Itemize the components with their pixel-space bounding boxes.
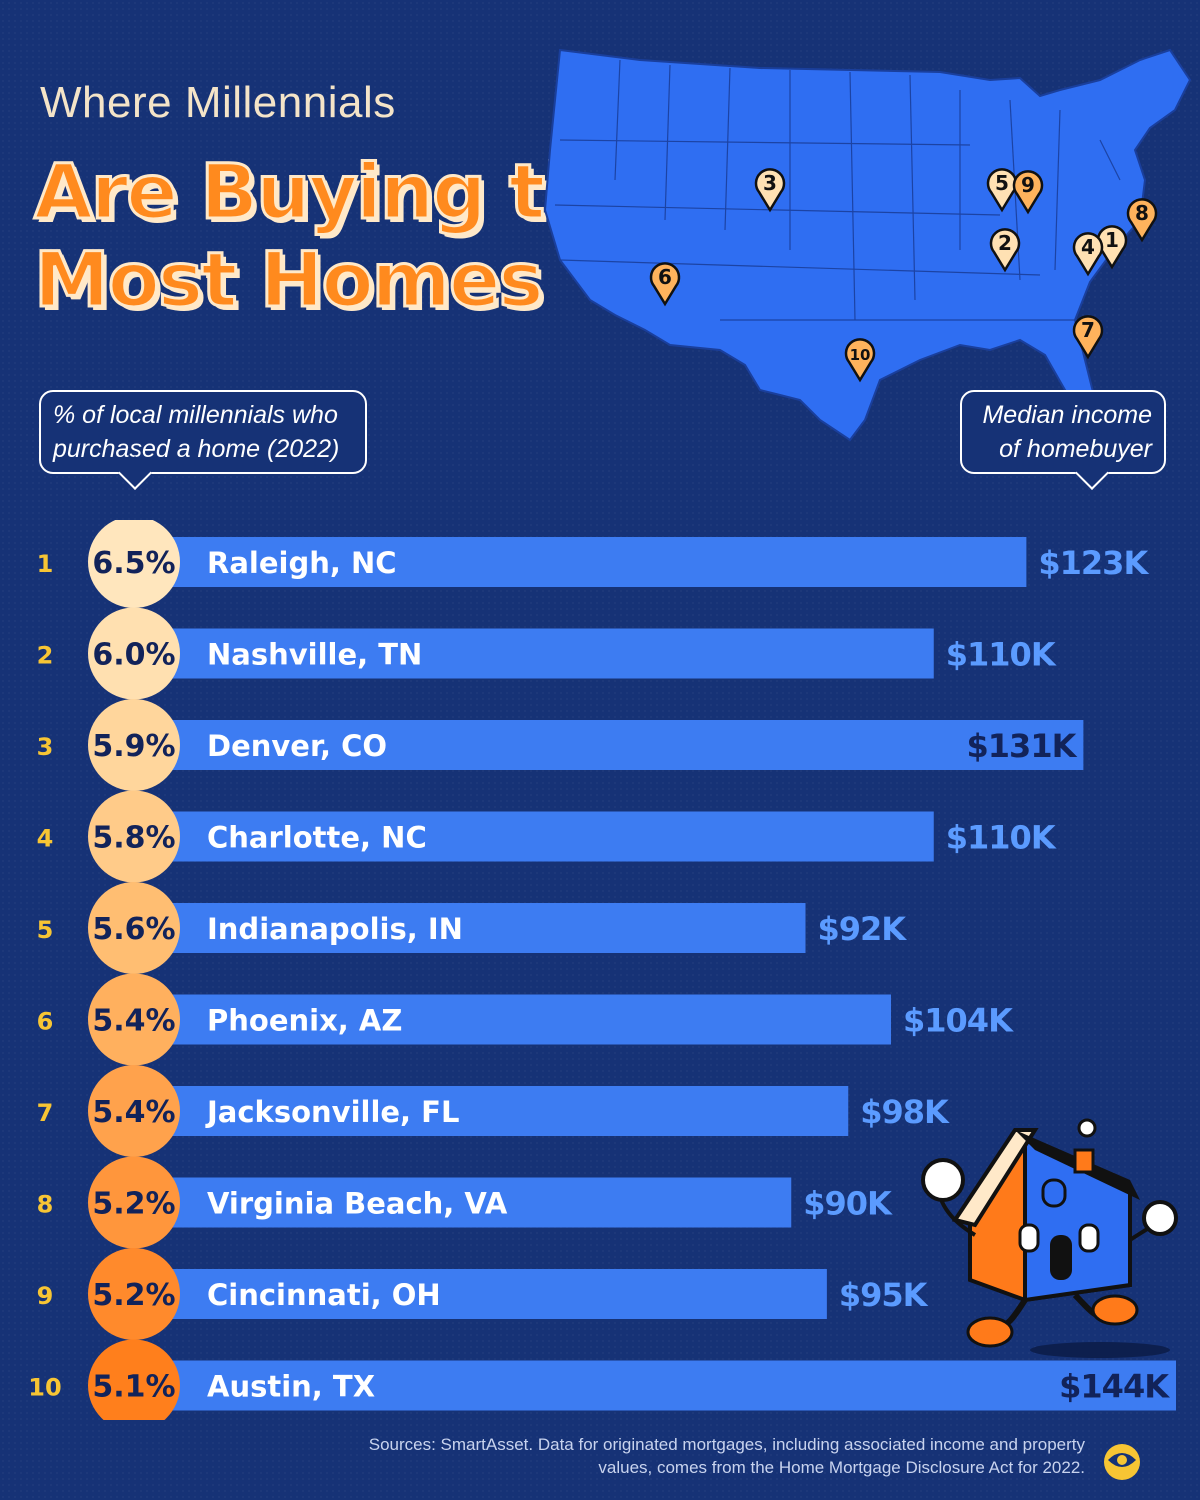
bar: [150, 537, 1027, 587]
bar: [150, 1086, 849, 1136]
bar: [150, 1269, 827, 1319]
percent-label: 5.8%: [92, 821, 175, 856]
map-marker-2: 2: [989, 228, 1021, 273]
income-callout-text: Median income of homebuyer: [982, 401, 1152, 463]
map-marker-4: 4: [1072, 232, 1104, 277]
bar: [150, 1360, 1176, 1411]
map-marker-label: 8: [1135, 201, 1149, 225]
percent-circle: [88, 973, 180, 1066]
rank-label: 8: [37, 1191, 54, 1219]
percent-label: 6.5%: [92, 546, 175, 581]
map-pin-icon: [989, 228, 1021, 273]
map-marker-label: 5: [995, 171, 1009, 195]
map-marker-label: 6: [658, 265, 672, 289]
bar: [150, 994, 891, 1045]
city-label: Virginia Beach, VA: [207, 1187, 508, 1221]
us-map: 1 2 3 4 5 6 7 8 9 10: [543, 48, 1192, 442]
rank-label: 1: [37, 550, 54, 578]
bar: [150, 811, 934, 862]
percent-circle: [88, 1339, 180, 1420]
map-marker-6: 6: [649, 262, 681, 307]
percent-circle: [88, 1065, 180, 1157]
percent-circle: [88, 1248, 180, 1340]
map-marker-label: 3: [763, 171, 777, 195]
bar: [150, 720, 1084, 770]
map-marker-3: 3: [754, 168, 786, 213]
income-callout: Median income of homebuyer: [960, 390, 1166, 490]
map-markers: 1 2 3 4 5 6 7 8 9 10: [649, 168, 1158, 383]
map-marker-10: 10: [844, 338, 876, 383]
percent-label: 5.9%: [92, 729, 175, 764]
rank-label: 7: [37, 1099, 54, 1127]
bar: [150, 628, 934, 679]
chart-subtitle: Where Millennials: [40, 78, 396, 127]
percent-circle: [88, 1156, 180, 1249]
rank-label: 4: [37, 825, 54, 853]
income-label: $131K: [967, 727, 1078, 765]
map-pin-icon: [1072, 315, 1104, 360]
map-marker-label: 7: [1081, 318, 1095, 342]
rank-label: 5: [37, 916, 54, 944]
house-mascot-icon: [921, 1118, 1178, 1358]
percent-circle: [88, 790, 180, 883]
rank-label: 9: [37, 1282, 54, 1310]
percent-circle: [88, 607, 180, 700]
state-borders: [554, 59, 1121, 321]
city-label: Jacksonville, FL: [205, 1095, 459, 1129]
bar: [150, 903, 806, 953]
map-marker-label: 2: [998, 231, 1012, 255]
percent-circle: [88, 882, 180, 974]
map-pin-icon: [844, 338, 876, 383]
percent-label: 5.4%: [92, 1004, 175, 1039]
map-marker-9: 9: [1012, 170, 1044, 215]
city-label: Phoenix, AZ: [207, 1004, 402, 1038]
map-marker-label: 4: [1081, 235, 1095, 259]
map-marker-label: 9: [1021, 173, 1035, 197]
city-label: Nashville, TN: [207, 638, 422, 672]
map-marker-label: 10: [850, 346, 871, 364]
percent-circle: [88, 520, 180, 608]
percent-label: 6.0%: [92, 638, 175, 673]
percent-circle: [88, 699, 180, 791]
visual-capitalist-logo-icon: [1104, 1444, 1140, 1480]
income-label: $123K: [1038, 544, 1149, 582]
income-label: $90K: [803, 1185, 893, 1223]
city-label: Denver, CO: [207, 729, 387, 763]
map-marker-7: 7: [1072, 315, 1104, 360]
income-label: $110K: [946, 819, 1057, 857]
rank-label: 2: [37, 642, 54, 670]
map-marker-1: 1: [1096, 225, 1128, 270]
income-label: $92K: [818, 910, 908, 948]
percent-label: 5.6%: [92, 912, 175, 947]
income-label: $95K: [839, 1276, 929, 1314]
rank-label: 3: [37, 733, 54, 761]
percent-callout-text: % of local millennials who purchased a h…: [53, 401, 340, 463]
map-pin-icon: [1012, 170, 1044, 215]
map-pin-icon: [754, 168, 786, 213]
city-label: Cincinnati, OH: [207, 1278, 441, 1312]
map-pin-icon: [1072, 232, 1104, 277]
income-label: $144K: [1059, 1368, 1170, 1406]
income-label: $98K: [860, 1093, 950, 1131]
income-label: $104K: [903, 1002, 1014, 1040]
city-label: Indianapolis, IN: [207, 912, 463, 946]
map-pin-icon: [1126, 198, 1158, 243]
percent-label: 5.4%: [92, 1095, 175, 1130]
rank-label: 10: [28, 1374, 61, 1402]
city-label: Austin, TX: [207, 1370, 375, 1404]
map-pin-icon: [649, 262, 681, 307]
map-marker-8: 8: [1126, 198, 1158, 243]
rank-label: 6: [37, 1008, 54, 1036]
percent-callout: % of local millennials who purchased a h…: [39, 390, 367, 490]
income-label: $110K: [946, 636, 1057, 674]
map-marker-label: 1: [1105, 228, 1119, 252]
bar: [150, 1177, 792, 1228]
percent-label: 5.1%: [92, 1370, 175, 1405]
sources-note: Sources: SmartAsset. Data for originated…: [368, 1435, 1085, 1477]
bar-chart: 1 6.5% Raleigh, NC $123K 2 6.0% Nashville, TN $…: [28, 520, 1176, 1420]
percent-label: 5.2%: [92, 1278, 175, 1313]
percent-label: 5.2%: [92, 1187, 175, 1222]
city-label: Raleigh, NC: [207, 546, 397, 580]
city-label: Charlotte, NC: [207, 821, 427, 855]
